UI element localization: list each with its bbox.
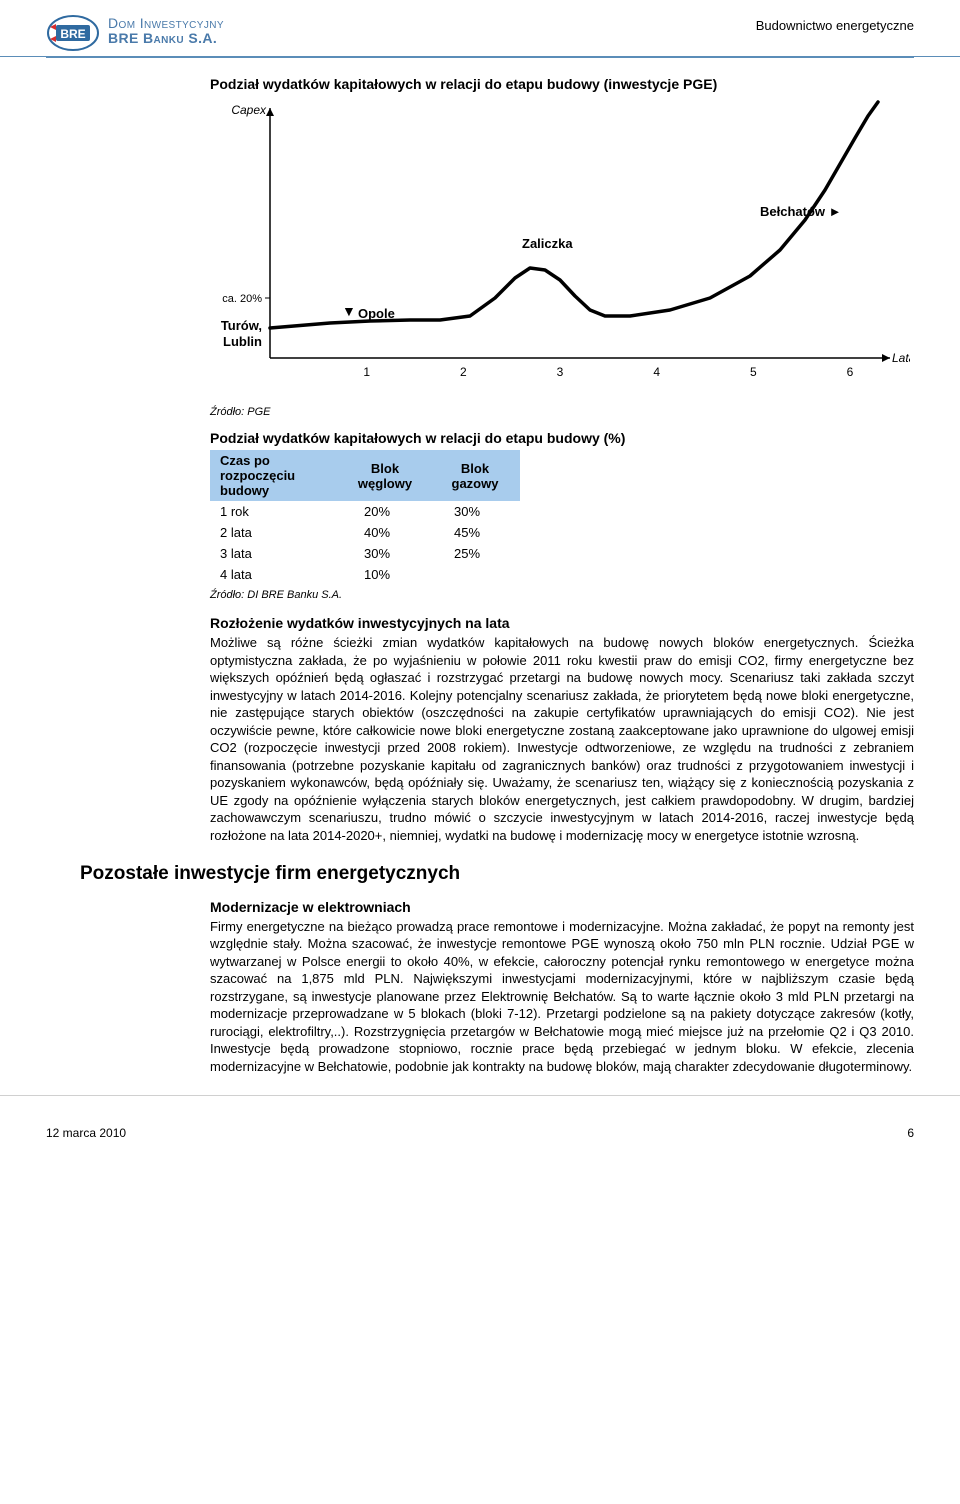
- table-cell: 20%: [340, 501, 430, 522]
- table-cell: 2 lata: [210, 522, 340, 543]
- logo-text: Dom Inwestycyjny BRE Banku S.A.: [108, 14, 224, 47]
- logo-line2: BRE Banku S.A.: [108, 31, 224, 46]
- bre-logo-icon: BRE: [46, 14, 100, 52]
- svg-text:Zaliczka: Zaliczka: [522, 236, 573, 251]
- para1-body: Możliwe są różne ścieżki zmian wydatków …: [210, 634, 914, 845]
- svg-text:5: 5: [750, 365, 757, 379]
- page-content: Podział wydatków kapitałowych w relacji …: [0, 58, 960, 1095]
- para1-title: Rozłożenie wydatków inwestycyjnych na la…: [210, 615, 914, 631]
- svg-text:Lata: Lata: [892, 351, 910, 365]
- svg-text:BRE: BRE: [60, 27, 85, 41]
- svg-text:Opole: Opole: [358, 306, 395, 321]
- footer-date: 12 marca 2010: [46, 1126, 126, 1140]
- table-row: 4 lata10%: [210, 564, 520, 585]
- logo-block: BRE Dom Inwestycyjny BRE Banku S.A.: [46, 14, 224, 52]
- svg-text:Bełchatów ►: Bełchatów ►: [760, 204, 842, 219]
- chart-source: Źródło: PGE: [210, 406, 914, 418]
- table-cell: 10%: [340, 564, 430, 585]
- table-cell: 25%: [430, 543, 520, 564]
- svg-text:1: 1: [363, 365, 370, 379]
- table-source: Źródło: DI BRE Banku S.A.: [210, 589, 914, 601]
- table-cell: 1 rok: [210, 501, 340, 522]
- svg-text:Turów,: Turów,: [221, 318, 262, 333]
- svg-text:4: 4: [653, 365, 660, 379]
- svg-text:Lublin: Lublin: [223, 334, 262, 349]
- para2-body: Firmy energetyczne na bieżąco prowadzą p…: [210, 918, 914, 1076]
- table-title: Podział wydatków kapitałowych w relacji …: [210, 430, 914, 446]
- footer-page-number: 6: [907, 1126, 914, 1140]
- page-footer: 12 marca 2010 6: [0, 1095, 960, 1160]
- table-row: 2 lata40%45%: [210, 522, 520, 543]
- table-row: 3 lata30%25%: [210, 543, 520, 564]
- table-cell: 3 lata: [210, 543, 340, 564]
- table-header-cell: Czas porozpoczęciubudowy: [210, 450, 340, 501]
- chart-title: Podział wydatków kapitałowych w relacji …: [210, 76, 914, 92]
- svg-text:Capex: Capex: [231, 103, 267, 117]
- table-row: 1 rok20%30%: [210, 501, 520, 522]
- logo-line1: Dom Inwestycyjny: [108, 16, 224, 31]
- page-header: BRE Dom Inwestycyjny BRE Banku S.A. Budo…: [0, 0, 960, 57]
- section-heading: Pozostałe inwestycje firm energetycznych: [80, 863, 914, 885]
- table-cell: 30%: [430, 501, 520, 522]
- table-cell: [430, 564, 520, 585]
- capex-curve-chart: 1 2 3 4 5 6 Capex Lata ca. 20% Turów,Lublin ▼Opole…: [210, 98, 910, 398]
- table-cell: 4 lata: [210, 564, 340, 585]
- table-header-cell: Blokgazowy: [430, 450, 520, 501]
- svg-text:ca. 20%: ca. 20%: [222, 293, 262, 305]
- svg-text:2: 2: [460, 365, 467, 379]
- table-cell: 30%: [340, 543, 430, 564]
- table-cell: 40%: [340, 522, 430, 543]
- svg-text:6: 6: [847, 365, 854, 379]
- svg-text:▼: ▼: [342, 303, 356, 319]
- table-cell: 45%: [430, 522, 520, 543]
- svg-text:3: 3: [557, 365, 564, 379]
- para2-title: Modernizacje w elektrowniach: [210, 899, 914, 915]
- table-header-cell: Blokwęglowy: [340, 450, 430, 501]
- capex-split-table: Czas porozpoczęciubudowyBlokwęglowyBlokg…: [210, 450, 520, 585]
- header-category: Budownictwo energetyczne: [756, 14, 914, 33]
